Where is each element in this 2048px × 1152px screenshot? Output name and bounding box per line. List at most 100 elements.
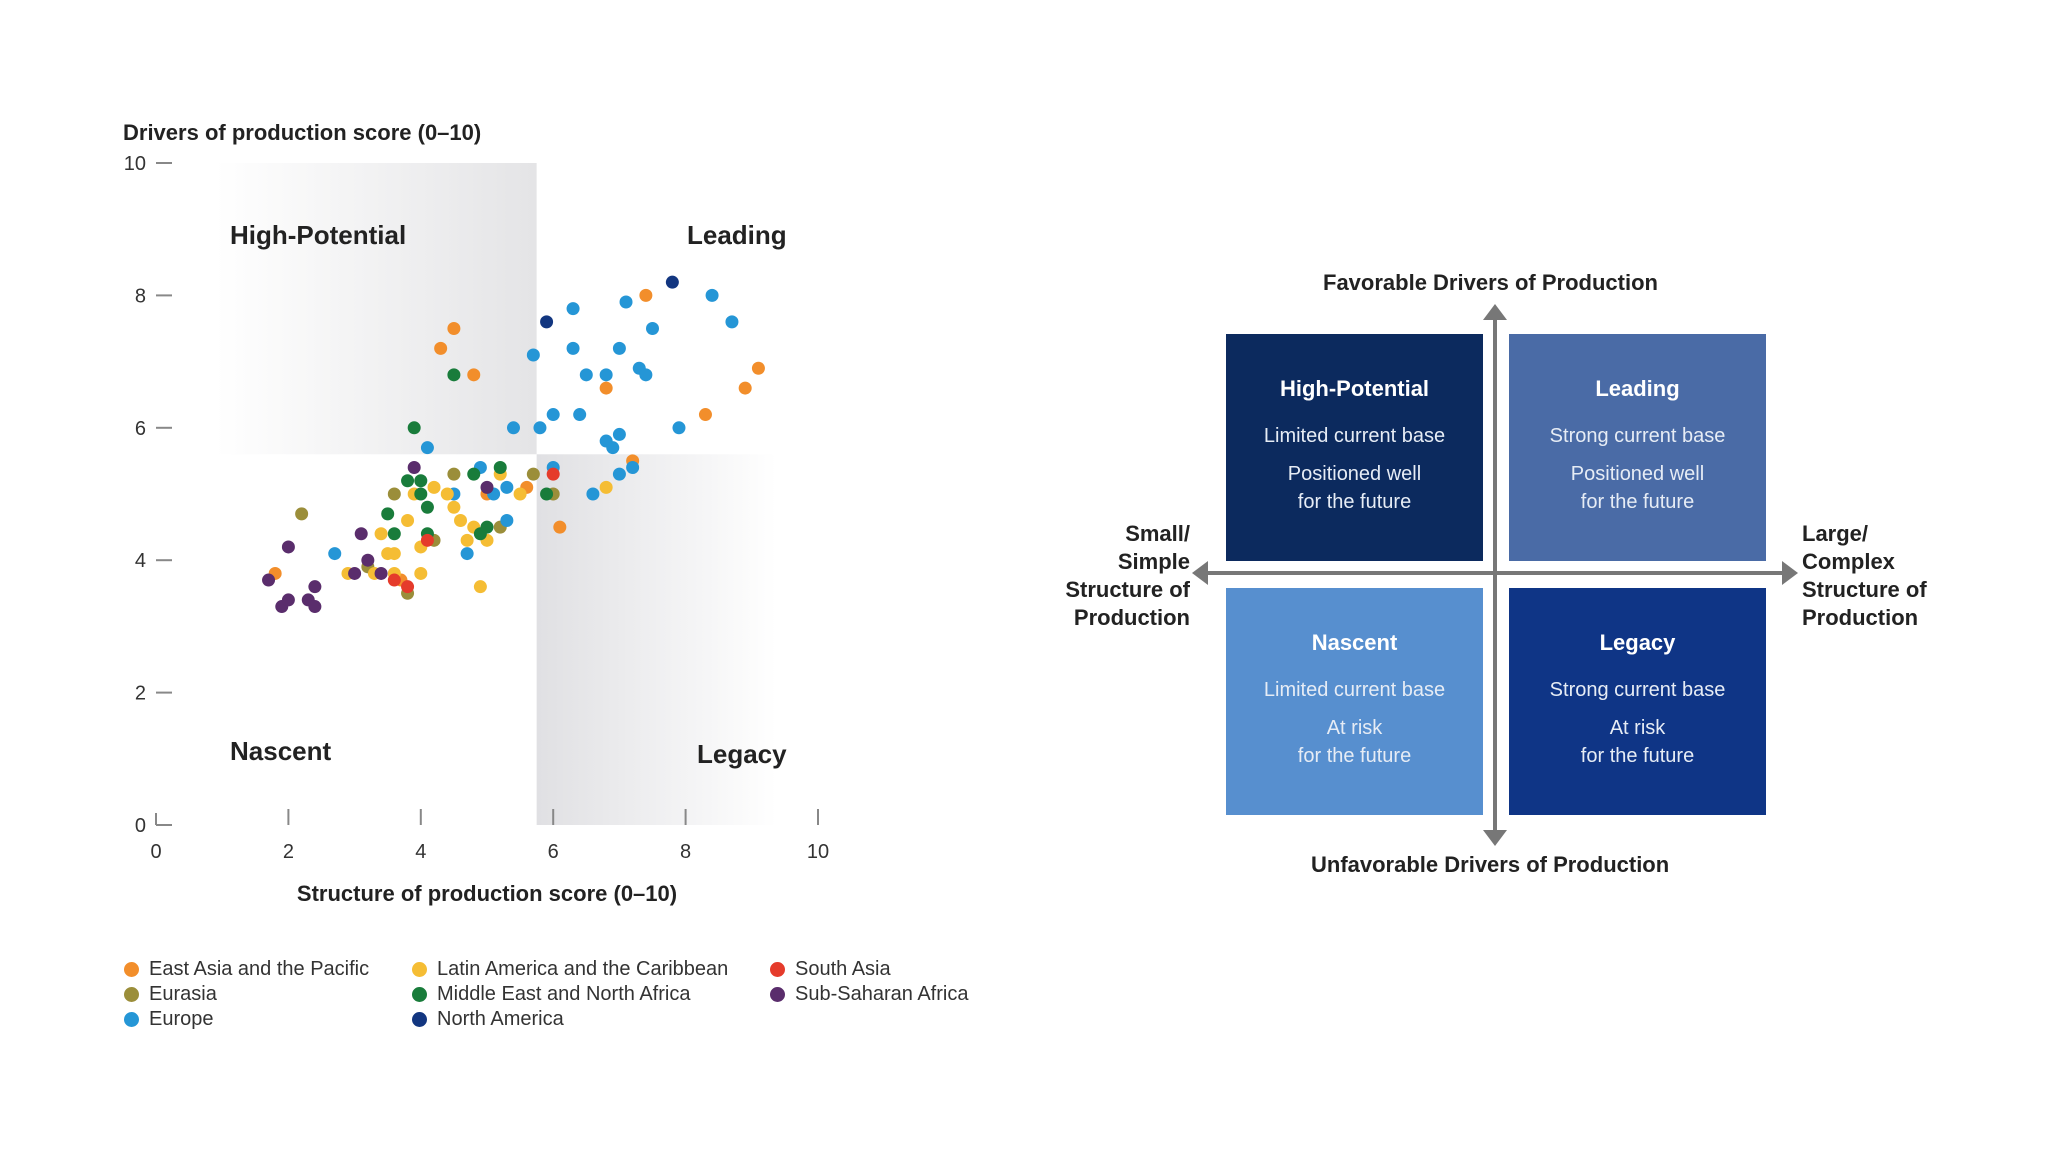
data-point bbox=[387, 573, 401, 587]
quadrant-label-legacy: Legacy bbox=[697, 739, 787, 769]
data-point bbox=[308, 600, 322, 614]
legend-item: Sub-Saharan Africa bbox=[770, 983, 968, 1006]
data-point bbox=[626, 461, 640, 475]
data-point bbox=[308, 580, 322, 594]
legend-label: Middle East and North Africa bbox=[437, 983, 691, 1005]
y-tick-label: 2 bbox=[135, 683, 146, 705]
framework-arrows bbox=[1192, 304, 1798, 846]
data-point bbox=[440, 487, 454, 501]
data-point bbox=[447, 322, 461, 335]
data-point bbox=[480, 520, 494, 534]
data-point bbox=[599, 381, 613, 395]
data-point bbox=[401, 580, 415, 594]
x-tick-label: 2 bbox=[283, 841, 294, 863]
data-point bbox=[500, 513, 514, 527]
legend-item: Latin America and the Caribbean bbox=[412, 958, 728, 981]
legend-dot bbox=[124, 1012, 139, 1027]
data-point bbox=[546, 408, 560, 422]
data-point bbox=[374, 566, 388, 580]
data-point bbox=[420, 441, 434, 455]
data-point bbox=[401, 474, 415, 488]
data-point bbox=[599, 368, 613, 382]
y-tick-label: 8 bbox=[135, 285, 146, 307]
legend-label: Europe bbox=[149, 1008, 214, 1030]
data-point bbox=[606, 441, 620, 455]
y-tick-label: 10 bbox=[124, 153, 146, 175]
data-point bbox=[427, 480, 441, 494]
favorable-drivers-label: Favorable Drivers of Production bbox=[1323, 270, 1658, 295]
y-axis-title: Drivers of production score (0–10) bbox=[123, 120, 481, 145]
legend-label: Latin America and the Caribbean bbox=[437, 958, 729, 980]
data-point bbox=[354, 527, 368, 541]
arrow-right-icon bbox=[1782, 561, 1798, 585]
data-point bbox=[665, 275, 679, 289]
legend-label: South Asia bbox=[795, 958, 891, 980]
legend-dot bbox=[412, 987, 427, 1002]
data-point bbox=[513, 487, 527, 501]
data-point bbox=[573, 408, 587, 422]
data-point bbox=[546, 467, 560, 481]
data-point bbox=[725, 315, 739, 329]
data-point bbox=[460, 547, 474, 561]
legend-dot bbox=[124, 962, 139, 977]
data-point bbox=[447, 467, 461, 481]
data-point bbox=[414, 566, 428, 580]
small-structure-label: Small/Simple Structure of Production bbox=[1065, 521, 1190, 630]
arrow-down-icon bbox=[1483, 830, 1507, 846]
quadrant-box-high-potential: High-Potential Limited current base Posi… bbox=[1226, 334, 1483, 561]
y-tick-label: 6 bbox=[135, 418, 146, 440]
legend-label: Eurasia bbox=[149, 983, 217, 1005]
data-point bbox=[553, 520, 567, 534]
legend-item: East Asia and the Pacific bbox=[124, 958, 369, 981]
y-tick-label: 0 bbox=[135, 815, 146, 837]
legend-item: North America bbox=[412, 1008, 564, 1031]
data-point bbox=[506, 421, 520, 435]
data-point bbox=[407, 461, 421, 475]
data-point bbox=[295, 507, 309, 521]
data-point bbox=[447, 368, 461, 382]
data-point bbox=[751, 361, 765, 375]
y-tick-label: 4 bbox=[135, 550, 146, 572]
unfavorable-drivers-label: Unfavorable Drivers of Production bbox=[1311, 852, 1670, 877]
data-point bbox=[698, 408, 712, 422]
data-point bbox=[579, 368, 593, 382]
x-tick-label: 8 bbox=[680, 841, 691, 863]
legacy-shading bbox=[536, 454, 777, 825]
data-point bbox=[374, 527, 388, 541]
data-point bbox=[361, 553, 375, 567]
data-point bbox=[619, 295, 633, 309]
data-point bbox=[612, 467, 626, 481]
high-potential-shading bbox=[216, 163, 537, 455]
data-point bbox=[281, 593, 295, 607]
quadrant-label-high-potential: High-Potential bbox=[230, 220, 406, 250]
legend-dot bbox=[412, 1012, 427, 1027]
data-point bbox=[414, 487, 428, 501]
scatter-chart: 0 2 4 6 8 10 0 2 4 6 8 10 Drivers of production sco… bbox=[123, 120, 829, 906]
data-point bbox=[500, 480, 514, 494]
data-point bbox=[586, 487, 600, 501]
legend-label: Sub-Saharan Africa bbox=[795, 983, 969, 1005]
legend-item: Middle East and North Africa bbox=[412, 983, 690, 1006]
arrow-up-icon bbox=[1483, 304, 1507, 320]
data-point bbox=[401, 513, 415, 527]
data-point bbox=[447, 500, 461, 514]
data-point bbox=[281, 540, 295, 554]
data-point bbox=[639, 288, 653, 302]
data-point bbox=[566, 341, 580, 355]
quadrant-label-nascent: Nascent bbox=[230, 736, 331, 766]
data-point bbox=[381, 507, 395, 521]
legend-item: Eurasia bbox=[124, 983, 217, 1006]
data-point bbox=[262, 573, 276, 587]
data-point bbox=[540, 487, 554, 501]
data-point bbox=[387, 547, 401, 561]
legend-item: South Asia bbox=[770, 958, 891, 981]
data-point bbox=[387, 487, 401, 501]
data-point bbox=[407, 421, 421, 435]
data-point bbox=[434, 341, 448, 355]
data-point bbox=[420, 533, 434, 547]
data-point bbox=[526, 467, 540, 481]
large-structure-label: Large/Complex Structure of Production bbox=[1802, 521, 1927, 630]
data-point bbox=[705, 288, 719, 302]
data-point bbox=[420, 500, 434, 514]
data-point bbox=[612, 427, 626, 441]
